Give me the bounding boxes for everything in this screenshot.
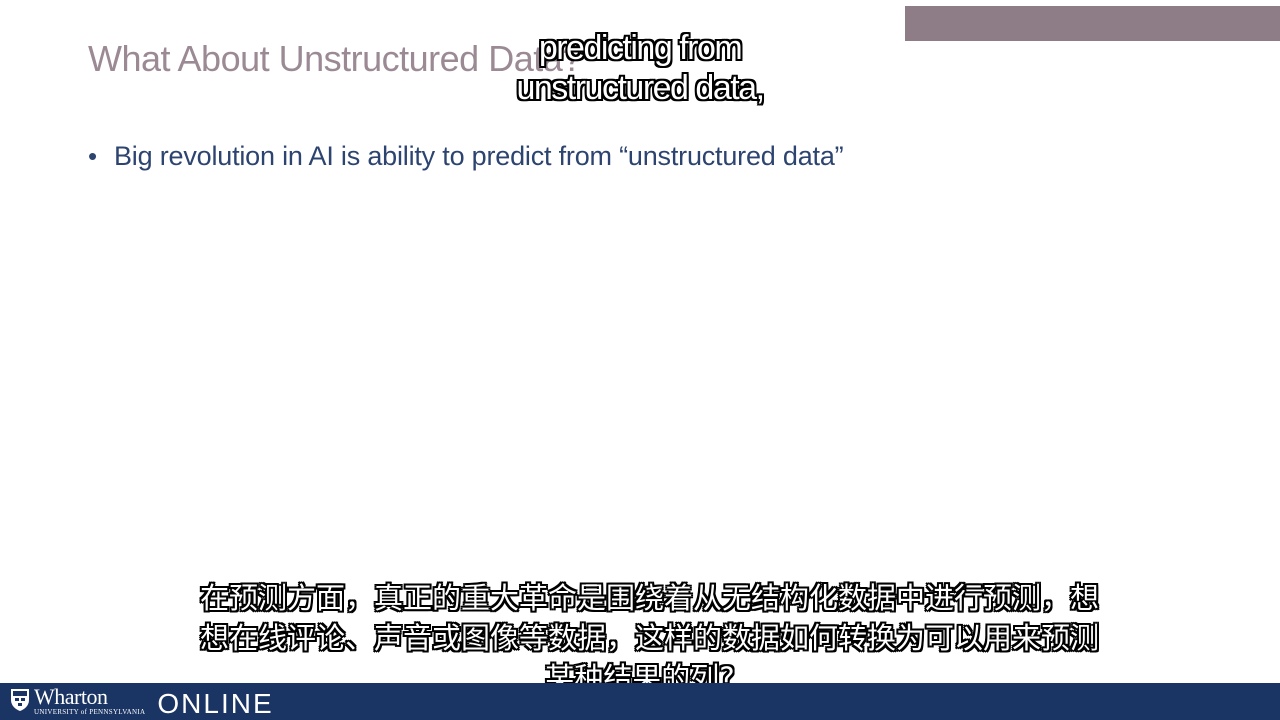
logo-wordmark: Wharton UNIVERSITY of PENNSYLVANIA xyxy=(34,684,146,717)
logo-online-text: ONLINE xyxy=(157,688,274,719)
chinese-subtitle-line: 想在线评论、声音或图像等数据，这样的数据如何转换为可以用来预测 xyxy=(200,621,1100,655)
english-subtitle: predicting from unstructured data, xyxy=(440,28,840,108)
penn-shield-icon xyxy=(11,689,29,711)
english-subtitle-line: predicting from xyxy=(538,29,743,67)
top-accent-bar xyxy=(905,6,1280,41)
footer-bar xyxy=(0,683,1280,720)
bullet-item: • Big revolution in AI is ability to pre… xyxy=(88,141,844,172)
english-subtitle-line: unstructured data, xyxy=(516,69,765,107)
chinese-subtitle: 在预测方面，真正的重大革命是围绕着从无结构化数据中进行预测，想 想在线评论、声音… xyxy=(200,578,1100,698)
wharton-online-logo: Wharton UNIVERSITY of PENNSYLVANIA ONLIN… xyxy=(10,686,274,720)
logo-brand-text: Wharton xyxy=(34,684,108,709)
slide-title: What About Unstructured Data? xyxy=(88,38,582,79)
chinese-subtitle-line: 在预测方面，真正的重大革命是围绕着从无结构化数据中进行预测，想 xyxy=(200,581,1100,615)
bullet-text: Big revolution in AI is ability to predi… xyxy=(114,141,844,171)
bullet-dot-icon: • xyxy=(88,141,98,171)
logo-university-text: UNIVERSITY of PENNSYLVANIA xyxy=(34,708,146,716)
